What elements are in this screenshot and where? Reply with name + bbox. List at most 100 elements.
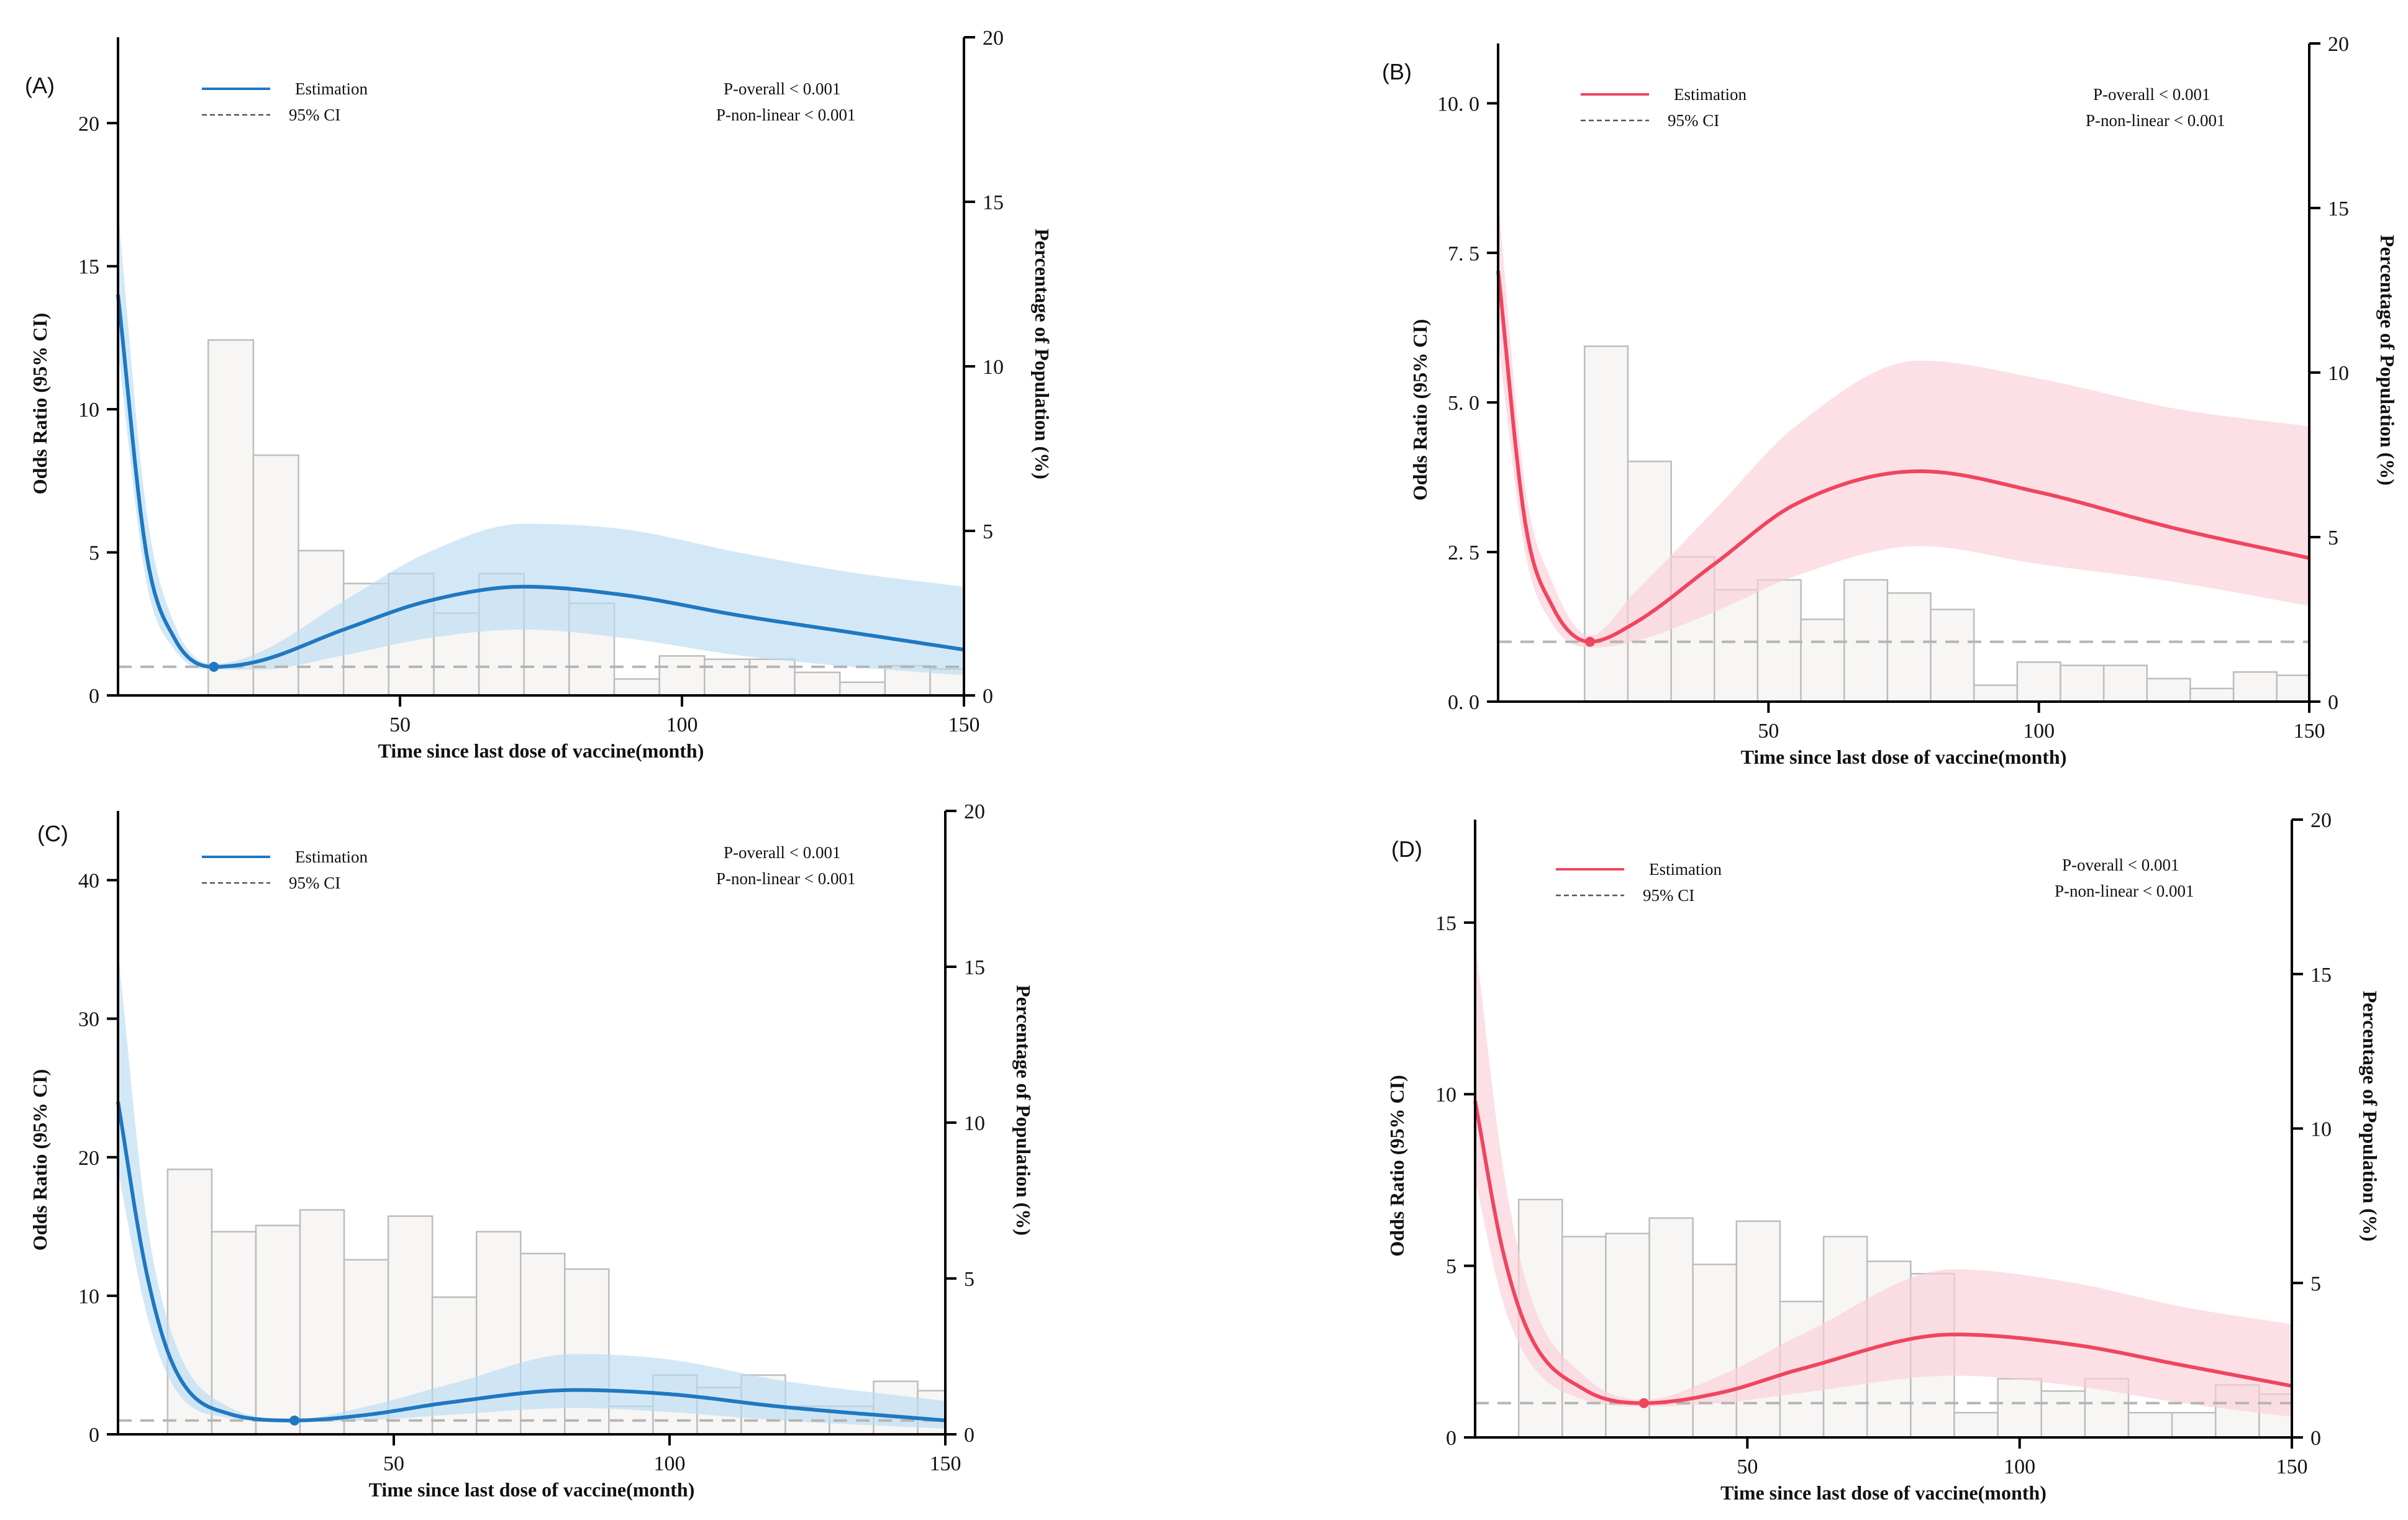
histogram-bar: [658, 655, 706, 697]
y2-tick-label: 0: [2328, 691, 2338, 714]
estimate-line: [116, 1102, 946, 1423]
reference-point: [289, 1415, 300, 1426]
y2-tick-label: 10: [983, 356, 1004, 379]
y-tick-label: 5. 0: [1448, 392, 1479, 415]
y-tick-label: 7. 5: [1448, 242, 1479, 265]
histogram-bar: [1584, 345, 1629, 703]
y-tick-label: 10: [78, 399, 99, 422]
x-tick-label: 50: [389, 713, 411, 736]
y2-tick-label: 0: [2310, 1427, 2321, 1450]
panel-label: (B): [1382, 59, 1412, 84]
x-axis-title: Time since last dose of vaccine(month): [1741, 746, 2067, 768]
y-tick-label: 5: [1446, 1255, 1456, 1278]
histogram-bar: [1800, 618, 1845, 703]
histogram-bar: [1561, 1236, 1607, 1439]
y-tick-label: 0: [89, 1424, 99, 1447]
y2-axis-title: Percentage of Population (%): [2359, 991, 2381, 1242]
histogram-bar: [2232, 671, 2278, 703]
histogram-bar: [564, 1268, 610, 1436]
y2-tick-label: 0: [964, 1424, 975, 1447]
legend-label-ci: 95% CI: [289, 874, 340, 892]
p-overall-text: P-overall < 0.001: [2062, 856, 2179, 874]
y2-tick-label: 10: [964, 1112, 985, 1135]
x-tick-label: 150: [930, 1452, 961, 1475]
histogram-bar: [613, 678, 660, 697]
legend-label-ci: 95% CI: [289, 106, 340, 124]
y-axis-title: Odds Ratio (95% CI): [1409, 319, 1431, 500]
y-tick-label: 15: [78, 256, 99, 279]
y2-tick-label: 15: [2328, 197, 2349, 220]
estimate-line: [1496, 270, 2310, 644]
p-overall-text: P-overall < 0.001: [2093, 85, 2210, 104]
y-tick-label: 0: [89, 685, 99, 708]
y2-tick-label: 15: [2310, 964, 2332, 987]
histogram-bar: [2276, 674, 2310, 703]
reference-point: [209, 661, 219, 672]
estimate-line: [116, 294, 965, 669]
histogram-bar: [2189, 687, 2235, 703]
y-tick-label: 10: [78, 1285, 99, 1308]
histogram-bar: [704, 658, 751, 697]
y-tick-label: 30: [78, 1008, 99, 1031]
histogram-bar: [748, 658, 796, 697]
panel-label: (A): [25, 73, 55, 98]
reference-point: [1585, 636, 1596, 647]
y-axis-title: Odds Ratio (95% CI): [29, 1069, 51, 1251]
histogram-bar: [2102, 664, 2148, 703]
histogram-bar: [794, 671, 841, 697]
ci-band: [118, 209, 964, 676]
histogram-bar: [2060, 664, 2105, 703]
panel-label: (D): [1391, 836, 1422, 862]
p-nonlinear-text: P-non-linear < 0.001: [716, 869, 855, 888]
histogram-bar: [211, 1231, 257, 1436]
legend: Estimation 95% CI: [202, 848, 368, 892]
y2-tick-label: 15: [983, 191, 1004, 214]
y2-tick-label: 5: [2328, 527, 2338, 550]
panel-label: (C): [37, 821, 68, 846]
y2-tick-label: 10: [2328, 362, 2349, 385]
y-tick-label: 10: [1435, 1083, 1456, 1106]
y-tick-label: 2. 5: [1448, 541, 1479, 564]
histogram-bar: [2016, 661, 2061, 703]
histogram-bar: [1953, 1411, 1999, 1439]
x-tick-label: 50: [383, 1452, 404, 1475]
p-nonlinear-text: P-non-linear < 0.001: [2055, 882, 2194, 900]
histogram-bar: [2127, 1411, 2173, 1439]
y2-tick-label: 20: [2310, 809, 2332, 832]
x-tick-label: 100: [2004, 1455, 2035, 1478]
x-tick-label: 100: [2023, 720, 2055, 743]
histogram-bar: [2146, 677, 2191, 703]
histogram-bar: [1930, 608, 1975, 703]
x-tick-label: 150: [948, 713, 980, 736]
x-tick-label: 150: [2294, 720, 2325, 743]
y-axis-title: Odds Ratio (95% CI): [29, 313, 51, 494]
y-tick-label: 15: [1435, 912, 1456, 935]
reference-point: [1638, 1398, 1649, 1408]
histogram-bar: [1997, 1378, 2042, 1439]
histogram-bar: [2171, 1411, 2217, 1439]
histogram-bar: [1973, 684, 2019, 703]
estimate-line: [1473, 1100, 2292, 1405]
x-axis-title: Time since last dose of vaccine(month): [378, 740, 704, 762]
legend-label-estimation: Estimation: [295, 79, 368, 98]
y-tick-label: 0: [1446, 1427, 1456, 1450]
x-tick-label: 50: [1737, 1455, 1758, 1478]
p-overall-text: P-overall < 0.001: [724, 79, 840, 98]
y-tick-label: 20: [78, 112, 99, 135]
legend-label-estimation: Estimation: [295, 848, 368, 866]
y2-axis-title: Percentage of Population (%): [2376, 235, 2399, 486]
histogram-bar: [207, 339, 255, 697]
y2-axis-title: Percentage of Population (%): [1012, 985, 1035, 1236]
histogram-bar: [255, 1224, 301, 1436]
y2-tick-label: 20: [983, 27, 1004, 50]
x-axis-title: Time since last dose of vaccine(month): [369, 1478, 695, 1501]
x-axis-title: Time since last dose of vaccine(month): [1720, 1482, 2047, 1504]
histogram-bar: [299, 1209, 345, 1436]
x-tick-label: 150: [2276, 1455, 2308, 1478]
x-tick-label: 50: [1758, 720, 1779, 743]
y-tick-label: 20: [78, 1147, 99, 1170]
legend-label-ci: 95% CI: [1643, 886, 1694, 905]
y2-tick-label: 5: [983, 520, 993, 543]
